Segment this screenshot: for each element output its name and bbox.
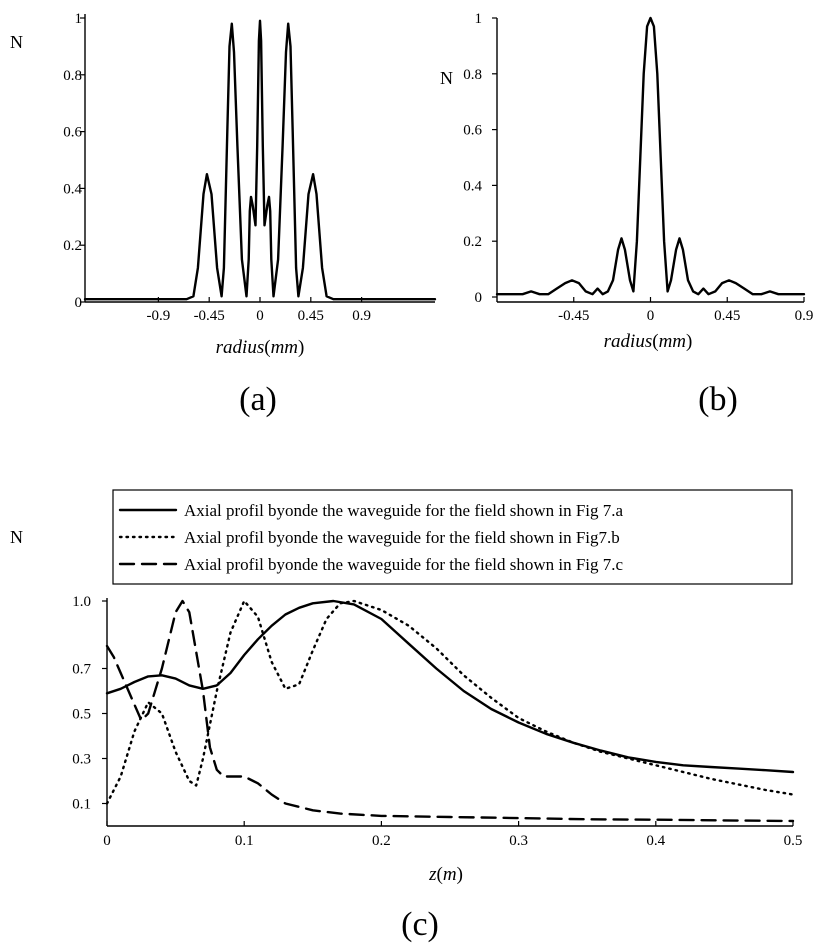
- panel-b-caption: (b): [698, 381, 738, 418]
- series-line-2: [105, 599, 795, 805]
- x-tick-label: -0.9: [147, 308, 171, 324]
- panel-a: N -0.9 -0.45 0 0.45 0.9 0 0.2 0.4 0.6 0.8 1 radius…: [10, 11, 437, 418]
- x-tick-label: -0.45: [194, 308, 225, 324]
- x-tick-label: -0.45: [558, 308, 589, 324]
- y-tick-label: 0.8: [63, 68, 82, 84]
- panel-b-ticks: -0.45 0 0.45 0.9 0 0.2 0.4 0.6 0.8 1: [463, 11, 813, 324]
- x-tick-label: 0: [256, 308, 264, 324]
- y-tick-label: 0.1: [72, 797, 91, 813]
- panel-c-legend-box: [112, 489, 793, 585]
- y-tick-label: 0.2: [463, 234, 482, 250]
- y-tick-label: 0: [475, 290, 483, 306]
- panel-a-y-label: N: [10, 32, 23, 52]
- panel-c-legend: Axial profil byonde the waveguide for th…: [118, 501, 624, 574]
- panel-c-ticks: 0 0.1 0.2 0.3 0.4 0.5 0.1 0.3 0.5 0.7 1.0: [72, 594, 802, 849]
- y-tick-label: 0.5: [72, 707, 91, 723]
- x-tick-label: 0.2: [372, 833, 391, 849]
- x-tick-label: 0: [647, 308, 655, 324]
- y-tick-label: 0.6: [463, 123, 482, 139]
- x-tick-label: 0.5: [784, 833, 803, 849]
- x-tick-label: 0: [103, 833, 111, 849]
- panel-c-curves: [105, 599, 795, 823]
- x-tick-label: 0.9: [795, 308, 814, 324]
- legend-label-2: Axial profil byonde the waveguide for th…: [184, 528, 620, 547]
- panel-c-y-label: N: [10, 527, 23, 547]
- panel-c: N Axial profil byonde the waveguide for …: [10, 489, 802, 943]
- series-line-3: [105, 599, 795, 823]
- panel-c-x-label: z(m): [428, 864, 463, 885]
- panel-b-curves: [495, 16, 806, 296]
- panel-b-y-label: N: [440, 68, 453, 88]
- panel-a-x-label: radius(mm): [216, 337, 305, 358]
- y-tick-label: 0.4: [63, 181, 82, 197]
- x-tick-label: 0.45: [714, 308, 740, 324]
- y-tick-label: 0.7: [72, 662, 91, 678]
- x-tick-label: 0.1: [235, 833, 254, 849]
- y-tick-label: 1: [75, 11, 83, 27]
- panel-a-caption: (a): [239, 381, 277, 418]
- x-tick-label: 0.4: [646, 833, 665, 849]
- x-tick-label: 0.45: [298, 308, 324, 324]
- panel-c-caption: (c): [401, 906, 439, 943]
- x-tick-label: 0.9: [352, 308, 371, 324]
- series-line-1: [105, 599, 795, 774]
- y-tick-label: 0.6: [63, 125, 82, 141]
- y-tick-label: 0.3: [72, 752, 91, 768]
- y-tick-label: 0: [75, 295, 83, 311]
- y-tick-label: 0.4: [463, 178, 482, 194]
- y-tick-label: 1.0: [72, 594, 91, 610]
- legend-label-1: Axial profil byonde the waveguide for th…: [184, 501, 624, 520]
- series-line-1: [495, 16, 806, 296]
- panel-b: N -0.45 0 0.45 0.9 0 0.2 0.4 0.6 0.8 1 radius(mm)…: [440, 11, 813, 418]
- y-tick-label: 0.2: [63, 238, 82, 254]
- panel-a-ticks: -0.9 -0.45 0 0.45 0.9 0 0.2 0.4 0.6 0.8 1: [63, 11, 371, 324]
- legend-label-3: Axial profil byonde the waveguide for th…: [184, 555, 624, 574]
- series-line-1: [83, 19, 437, 301]
- x-tick-label: 0.3: [509, 833, 528, 849]
- panel-b-x-label: radius(mm): [604, 331, 693, 352]
- y-tick-label: 1: [475, 11, 483, 27]
- y-tick-label: 0.8: [463, 67, 482, 83]
- panel-a-curves: [83, 19, 437, 301]
